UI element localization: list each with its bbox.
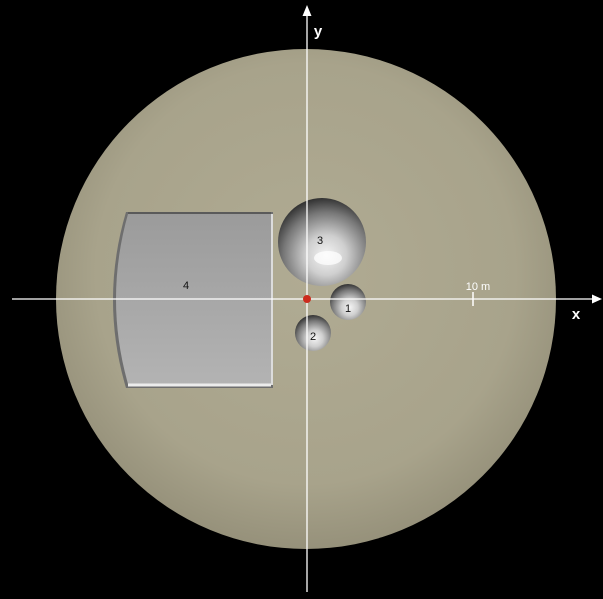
region-3-highlight — [314, 251, 342, 265]
region-4: 4 — [113, 212, 273, 388]
region-1: 1 — [330, 284, 366, 320]
y-axis-label: y — [314, 23, 323, 40]
region-1-label: 1 — [345, 303, 351, 315]
region-2-pit — [295, 315, 331, 351]
scale-bar: 10 m — [466, 281, 490, 306]
origin-marker — [303, 295, 311, 303]
region-3-pit — [278, 198, 366, 286]
x-axis-label: x — [572, 306, 581, 323]
x-axis-arrowhead — [592, 294, 602, 304]
region-3: 3 — [278, 198, 366, 286]
region-4-label: 4 — [183, 280, 189, 292]
region-2-label: 2 — [310, 331, 316, 343]
y-axis-arrowhead — [302, 5, 312, 16]
region-2: 2 — [295, 315, 331, 351]
region-1-pit — [330, 284, 366, 320]
region-3-label: 3 — [317, 235, 323, 247]
scale-bar-label: 10 m — [466, 281, 490, 293]
